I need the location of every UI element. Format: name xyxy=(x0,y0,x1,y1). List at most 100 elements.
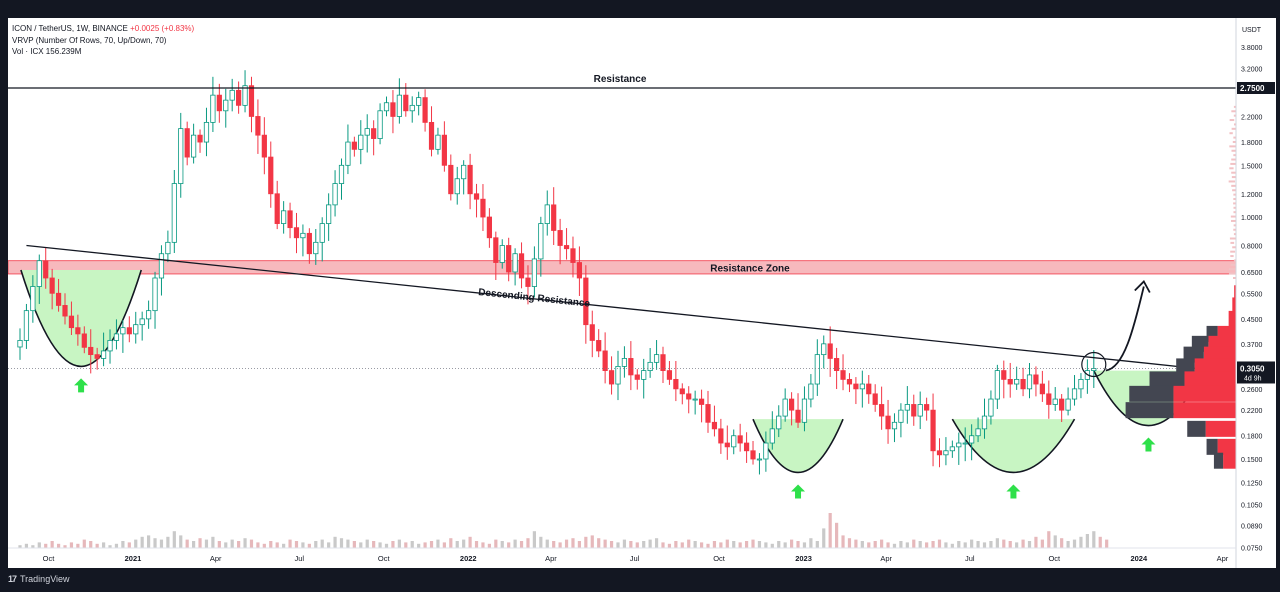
volume-bar xyxy=(886,542,890,548)
candle-body xyxy=(88,346,94,356)
breakout-arrow-icon xyxy=(791,484,806,499)
candle-body xyxy=(467,164,473,195)
candle-body xyxy=(975,428,981,437)
volume-bar xyxy=(815,541,819,548)
volume-bar xyxy=(918,541,922,548)
candle-body xyxy=(30,286,36,312)
candle-body xyxy=(383,102,390,112)
volume-profile-down xyxy=(1194,358,1236,375)
candle-body xyxy=(416,97,422,106)
candle-body xyxy=(1033,374,1039,385)
breakout-arrow-icon xyxy=(1141,437,1156,452)
volume-bar xyxy=(37,542,41,548)
time-axis-tick: Oct xyxy=(378,554,391,563)
candle-body xyxy=(68,315,75,329)
tradingview-logo[interactable]: 17 TradingView xyxy=(8,574,70,584)
volume-bar xyxy=(1066,541,1070,548)
volume-profile-up xyxy=(1213,452,1224,469)
candle-body xyxy=(936,450,943,456)
candle-body xyxy=(1001,370,1007,380)
candle-body xyxy=(898,409,904,423)
volume-bar xyxy=(642,541,646,548)
volume-bar xyxy=(237,541,241,548)
time-axis-tick: Jul xyxy=(965,554,975,563)
volume-bar xyxy=(654,538,659,548)
candle-body xyxy=(210,94,216,123)
volume-bar xyxy=(147,535,151,548)
volume-bar xyxy=(1047,531,1051,548)
candle-body xyxy=(686,393,692,400)
volume-bar xyxy=(912,539,916,548)
candle-body xyxy=(840,370,846,380)
descending-resistance-line xyxy=(26,244,1197,370)
volume-bar xyxy=(69,542,74,548)
candle-body xyxy=(203,121,210,143)
candle-body xyxy=(274,193,280,224)
candle-body xyxy=(583,277,589,326)
volume-bar xyxy=(442,542,446,548)
candle-body xyxy=(834,358,840,371)
candle-body xyxy=(1078,378,1084,390)
volume-bar xyxy=(674,541,678,548)
candle-body xyxy=(969,435,975,444)
candle-body xyxy=(178,128,184,184)
volume-bar xyxy=(519,541,524,548)
volume-bar xyxy=(944,542,948,548)
volume-bar xyxy=(1060,538,1064,548)
volume-bar xyxy=(339,538,344,548)
volume-profile-up xyxy=(1129,385,1174,402)
volume-bar xyxy=(82,539,86,548)
candle-body xyxy=(255,116,261,136)
volume-bar xyxy=(770,543,774,548)
candle-body xyxy=(795,409,801,423)
tradingview-logo-icon: 17 xyxy=(8,574,17,584)
volume-bar xyxy=(352,541,356,548)
price-axis-tick: 0.5500 xyxy=(1241,291,1263,298)
candle-body xyxy=(126,327,132,335)
volume-profile-up xyxy=(1176,358,1195,375)
volume-bar xyxy=(1015,542,1019,548)
price-change: +0.0025 (+0.83%) xyxy=(130,24,195,33)
volume-bar xyxy=(378,542,382,548)
candle-body xyxy=(557,230,563,246)
volume-bar xyxy=(867,542,871,548)
volume-bar xyxy=(224,542,228,548)
volume-bar xyxy=(179,535,183,548)
price-axis-tick: 3.2000 xyxy=(1241,67,1263,74)
volume-bar xyxy=(719,542,723,548)
candle-body xyxy=(776,415,782,430)
volume-bar xyxy=(172,531,176,548)
candle-body xyxy=(660,354,666,371)
candle-body xyxy=(171,183,177,243)
candle-body xyxy=(229,89,235,101)
price-axis-tick: 0.0890 xyxy=(1241,524,1263,531)
volume-bar xyxy=(847,538,852,548)
candle-body xyxy=(158,253,165,279)
candle-body xyxy=(371,128,377,139)
candle-body xyxy=(300,232,306,239)
candle-body xyxy=(499,245,505,263)
candle-body xyxy=(1046,393,1052,405)
candle-body xyxy=(191,134,197,158)
candle-body xyxy=(113,333,120,341)
volume-bar xyxy=(693,541,697,548)
price-axis-unit: USDT xyxy=(1242,27,1262,34)
candle-body xyxy=(1014,378,1020,385)
volume-bar xyxy=(307,543,311,548)
time-axis-tick: Jul xyxy=(630,554,640,563)
volume-bar xyxy=(320,539,324,548)
price-axis-tick: 0.4500 xyxy=(1241,317,1263,324)
candle-body xyxy=(506,245,512,273)
volume-bar xyxy=(269,541,273,548)
candle-body xyxy=(692,398,698,401)
chart-area[interactable]: Resistance Zone Resistance Descending Resi… xyxy=(8,18,1276,568)
candle-body xyxy=(62,305,68,317)
volume-profile-faint xyxy=(1230,162,1236,165)
tradingview-logo-text: TradingView xyxy=(20,574,70,584)
candle-body xyxy=(750,450,756,460)
volume-bar xyxy=(507,542,511,548)
volume-profile-down xyxy=(1173,402,1236,419)
candle-body xyxy=(100,350,107,359)
candle-body xyxy=(866,383,872,395)
